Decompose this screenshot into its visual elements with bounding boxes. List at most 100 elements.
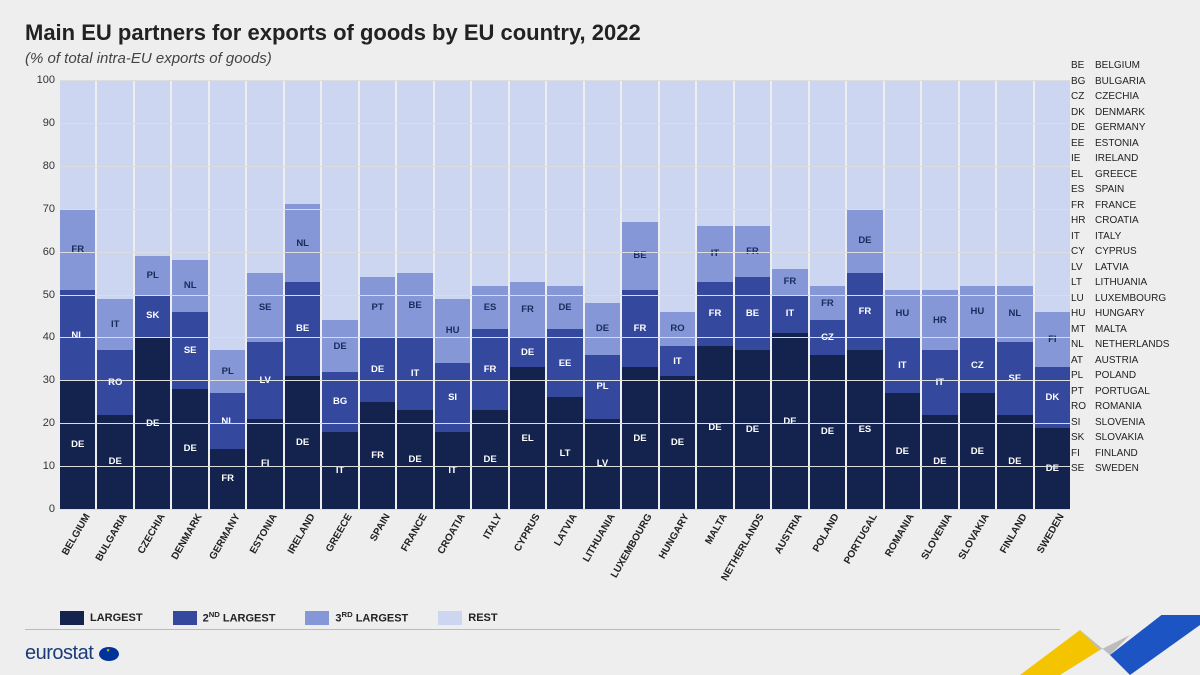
code-abbr: FI (1071, 446, 1095, 462)
code-name: CYPRUS (1095, 244, 1186, 260)
gridline (60, 295, 1070, 296)
code-row: BEBELGIUM (1071, 58, 1186, 74)
bar-segment-second: SI (435, 363, 470, 432)
bar-segment-third: FR (510, 282, 545, 338)
bar-segment-rest (847, 80, 882, 209)
x-tick-label: SLOVENIA (914, 509, 954, 562)
bar-segment-second: FR (622, 290, 657, 367)
legend-label: 2ND LARGEST (203, 610, 276, 625)
chart-container: Main EU partners for exports of goods by… (0, 0, 1200, 675)
segment-partner-label: DE (971, 446, 984, 457)
legend-swatch (173, 611, 197, 625)
code-abbr: BG (1071, 74, 1095, 90)
legend-label: 3RD LARGEST (335, 610, 408, 625)
bar-segment-third: SE (247, 273, 282, 342)
code-row: LVLATVIA (1071, 260, 1186, 276)
bar-segment-third: DE (847, 209, 882, 273)
bar-segment-second: DK (1035, 367, 1070, 427)
legend-item-third: 3RD LARGEST (305, 610, 408, 625)
segment-partner-label: IT (711, 248, 719, 259)
chart-plot-area: FRNLDEBELGIUMITRODEBULGARIAPLSKDECZECHIA… (60, 80, 1070, 550)
y-tick-label: 20 (25, 417, 55, 429)
bar-segment-rest (660, 80, 695, 312)
segment-partner-label: NL (1009, 308, 1022, 319)
x-tick-label: FRANCE (394, 509, 430, 554)
bar-segment-second: IT (660, 346, 695, 376)
legend-label: REST (468, 612, 497, 624)
code-abbr: BE (1071, 58, 1095, 74)
chart-title: Main EU partners for exports of goods by… (25, 20, 1175, 46)
bar-segment-rest (60, 80, 95, 209)
bar-segment-second: FR (697, 282, 732, 346)
segment-partner-label: DE (521, 347, 534, 358)
segment-partner-label: DE (858, 235, 871, 246)
bar-segment-rest (997, 80, 1032, 286)
code-row: ELGREECE (1071, 167, 1186, 183)
bar-segment-third: NL (285, 204, 320, 281)
code-row: ROROMANIA (1071, 399, 1186, 415)
segment-partner-label: FR (634, 323, 647, 334)
segment-partner-label: DE (746, 424, 759, 435)
code-abbr: NL (1071, 337, 1095, 353)
plot: FRNLDEBELGIUMITRODEBULGARIAPLSKDECZECHIA… (60, 80, 1070, 510)
bar-segment-third: ES (472, 286, 507, 329)
bar-segment-third: HR (922, 290, 957, 350)
code-row: CZCZECHIA (1071, 89, 1186, 105)
x-tick-label: BULGARIA (89, 509, 130, 563)
code-row: LULUXEMBOURG (1071, 291, 1186, 307)
code-abbr: CZ (1071, 89, 1095, 105)
segment-partner-label: BE (296, 323, 309, 334)
segment-partner-label: FR (371, 450, 384, 461)
swoosh-graphic (1000, 615, 1200, 675)
bar-segment-largest: DE (810, 355, 845, 509)
bar-segment-third: DE (547, 286, 582, 329)
bar-segment-largest: FI (247, 419, 282, 509)
bar-segment-largest: LV (585, 419, 620, 509)
segment-partner-label: HU (896, 308, 910, 319)
bar-segment-rest (285, 80, 320, 204)
x-tick-label: POLAND (806, 509, 842, 554)
bar-segment-third: DE (322, 320, 357, 371)
bar-segment-rest (960, 80, 995, 286)
x-tick-label: CYPRUS (507, 509, 543, 554)
segment-partner-label: FR (221, 473, 234, 484)
gridline (60, 252, 1070, 253)
segment-partner-label: FR (709, 308, 722, 319)
segment-partner-label: DE (821, 426, 834, 437)
bar-segment-largest: LT (547, 397, 582, 509)
code-abbr: LU (1071, 291, 1095, 307)
gridline (60, 509, 1070, 510)
x-tick-label: GREECE (319, 509, 355, 554)
code-row: PTPORTUGAL (1071, 384, 1186, 400)
footer-divider (25, 629, 1060, 630)
bar-segment-rest (472, 80, 507, 286)
bar-segment-rest (585, 80, 620, 303)
bar-segment-second: IT (885, 337, 920, 393)
segment-partner-label: RO (108, 377, 122, 388)
bar-segment-rest (1035, 80, 1070, 312)
segment-partner-label: FR (859, 306, 872, 317)
bar-segment-second: SE (997, 342, 1032, 415)
bar-segment-rest (622, 80, 657, 222)
bar-segment-largest: FR (210, 449, 245, 509)
bar-segment-rest (435, 80, 470, 299)
segment-partner-label: DE (371, 364, 384, 375)
code-row: SISLOVENIA (1071, 415, 1186, 431)
bar-segment-second: DE (360, 337, 395, 401)
code-abbr: RO (1071, 399, 1095, 415)
code-name: DENMARK (1095, 105, 1186, 121)
bar-segment-third: FR (810, 286, 845, 320)
bar-segment-rest (885, 80, 920, 290)
segment-partner-label: EL (521, 433, 533, 444)
code-name: HUNGARY (1095, 306, 1186, 322)
segment-partner-label: ES (859, 424, 872, 435)
segment-partner-label: DK (1045, 392, 1059, 403)
eu-flag-icon (99, 647, 119, 661)
segment-partner-label: FR (521, 304, 534, 315)
code-abbr: ES (1071, 182, 1095, 198)
x-tick-label: IRELAND (280, 509, 317, 556)
bar-segment-second: BE (735, 277, 770, 350)
bar-segment-rest (322, 80, 357, 320)
code-abbr: LV (1071, 260, 1095, 276)
code-row: CYCYPRUS (1071, 244, 1186, 260)
